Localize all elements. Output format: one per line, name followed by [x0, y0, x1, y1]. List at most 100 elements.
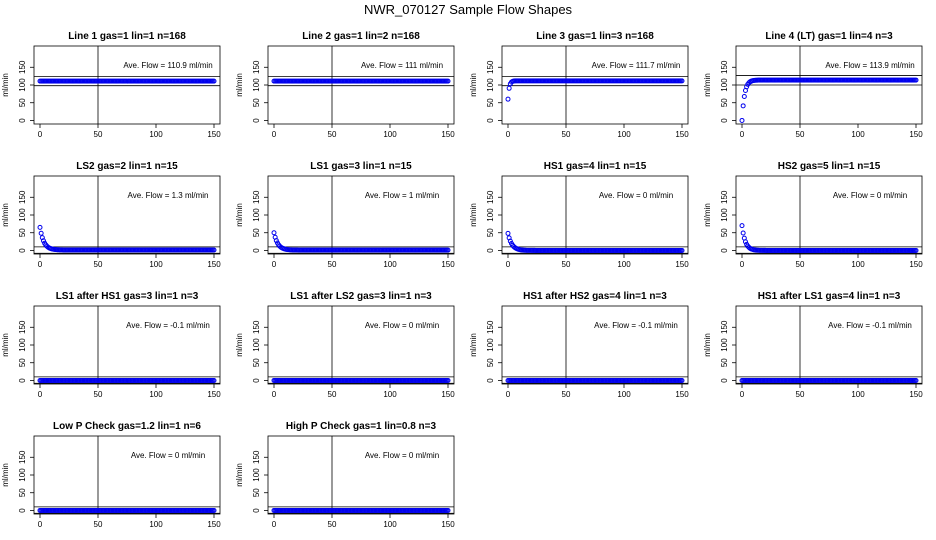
data-point	[273, 238, 279, 244]
y-tick-label: 50	[18, 98, 27, 107]
x-tick-label: 0	[38, 260, 43, 269]
x-tick-label: 50	[562, 390, 571, 399]
average-flow-annotation: Ave. Flow = 0 ml/min	[365, 451, 439, 460]
plot-frame	[501, 45, 689, 125]
data-point	[742, 239, 748, 245]
data-point	[211, 247, 217, 253]
average-flow-annotation: Ave. Flow = 1.3 ml/min	[128, 191, 209, 200]
data-point	[37, 224, 43, 230]
x-tick-label: 100	[383, 260, 397, 269]
chart-panel: LS1 after HS1 gas=3 lin=1 n=3 ml/min 0 50 10…	[1, 291, 221, 399]
x-tick-label: 100	[617, 390, 631, 399]
x-tick-label: 150	[441, 520, 455, 529]
y-axis-label: ml/min	[235, 203, 244, 227]
chart-title: Line 2 gas=1 lin=2 n=168	[302, 31, 420, 42]
y-tick-label: 100	[18, 78, 27, 92]
y-tick-label: 100	[252, 78, 261, 92]
y-tick-label: 0	[486, 118, 495, 123]
y-tick-label: 100	[252, 468, 261, 482]
y-tick-label: 100	[720, 208, 729, 222]
average-flow-annotation: Ave. Flow = 0 ml/min	[833, 191, 907, 200]
x-tick-label: 0	[740, 260, 745, 269]
x-tick-label: 0	[272, 130, 277, 139]
x-tick-label: 0	[506, 390, 511, 399]
plot-frame	[735, 175, 923, 255]
x-tick-label: 100	[851, 390, 865, 399]
x-tick-label: 0	[38, 520, 43, 529]
x-tick-label: 50	[94, 260, 103, 269]
y-tick-label: 150	[18, 320, 27, 334]
y-tick-label: 100	[486, 78, 495, 92]
data-point	[211, 507, 217, 513]
data-point	[913, 377, 919, 383]
chart-title: LS1 after LS2 gas=3 lin=1 n=3	[290, 291, 432, 302]
x-tick-label: 100	[617, 130, 631, 139]
y-tick-label: 100	[18, 208, 27, 222]
data-point	[507, 238, 513, 244]
x-tick-label: 0	[506, 130, 511, 139]
data-point	[38, 230, 44, 236]
y-tick-label: 150	[252, 320, 261, 334]
plot-frame	[33, 435, 221, 515]
plot-frame	[735, 305, 923, 385]
x-tick-label: 50	[562, 260, 571, 269]
y-axis-label: ml/min	[469, 203, 478, 227]
average-flow-annotation: Ave. Flow = 0 ml/min	[131, 451, 205, 460]
plot-frame	[33, 305, 221, 385]
chart-title: Line 1 gas=1 lin=1 n=168	[68, 31, 186, 42]
data-point	[445, 507, 451, 513]
chart-title: Line 4 (LT) gas=1 lin=4 n=3	[765, 31, 893, 42]
chart-panel: HS1 after HS2 gas=4 lin=1 n=3 ml/min 0 50 10…	[469, 291, 689, 399]
chart-title: High P Check gas=1 lin=0.8 n=3	[286, 421, 437, 432]
y-tick-label: 0	[720, 378, 729, 383]
data-point	[271, 230, 277, 236]
y-tick-label: 0	[720, 248, 729, 253]
chart-panel: LS1 gas=3 lin=1 n=15 ml/min 0 50 100 150 0 50 10…	[235, 161, 455, 269]
y-axis-label: ml/min	[1, 333, 10, 357]
x-tick-label: 100	[149, 260, 163, 269]
plot-frame	[267, 435, 455, 515]
x-tick-label: 50	[796, 260, 805, 269]
chart-panel: HS1 after LS1 gas=4 lin=1 n=3 ml/min 0 50 10…	[703, 291, 923, 399]
plot-frame	[267, 45, 455, 125]
data-point	[740, 230, 746, 236]
x-tick-label: 150	[207, 520, 221, 529]
x-tick-label: 150	[207, 260, 221, 269]
y-tick-label: 50	[486, 98, 495, 107]
y-tick-label: 150	[18, 450, 27, 464]
y-tick-label: 150	[720, 320, 729, 334]
x-tick-label: 0	[272, 260, 277, 269]
y-tick-label: 150	[252, 60, 261, 74]
y-tick-label: 50	[486, 228, 495, 237]
data-point	[741, 93, 747, 99]
x-tick-label: 0	[506, 260, 511, 269]
x-tick-label: 150	[441, 390, 455, 399]
y-axis-label: ml/min	[235, 333, 244, 357]
y-tick-label: 0	[252, 508, 261, 513]
chart-title: HS1 gas=4 lin=1 n=15	[544, 161, 647, 172]
x-tick-label: 0	[38, 390, 43, 399]
y-tick-label: 50	[252, 358, 261, 367]
data-point	[679, 377, 685, 383]
data-point	[740, 103, 746, 109]
x-tick-label: 50	[796, 390, 805, 399]
x-tick-label: 100	[149, 130, 163, 139]
data-point	[445, 78, 451, 84]
y-tick-label: 50	[720, 228, 729, 237]
chart-panel: LS2 gas=2 lin=1 n=15 ml/min 0 50 100 150 0 50 10…	[1, 161, 221, 269]
x-tick-label: 100	[383, 130, 397, 139]
data-point	[505, 230, 511, 236]
x-tick-label: 150	[909, 130, 923, 139]
y-axis-label: ml/min	[235, 73, 244, 97]
x-tick-label: 150	[909, 260, 923, 269]
chart-title: LS1 gas=3 lin=1 n=15	[310, 161, 412, 172]
y-tick-label: 50	[18, 228, 27, 237]
y-tick-label: 150	[18, 190, 27, 204]
x-tick-label: 150	[675, 130, 689, 139]
chart-title: HS1 after HS2 gas=4 lin=1 n=3	[523, 291, 667, 302]
chart-panel: Line 2 gas=1 lin=2 n=168 ml/min 0 50 100 150 0…	[235, 31, 455, 139]
y-tick-label: 50	[252, 488, 261, 497]
plot-frame	[267, 305, 455, 385]
chart-title: Low P Check gas=1.2 lin=1 n=6	[53, 421, 201, 432]
y-tick-label: 150	[18, 60, 27, 74]
